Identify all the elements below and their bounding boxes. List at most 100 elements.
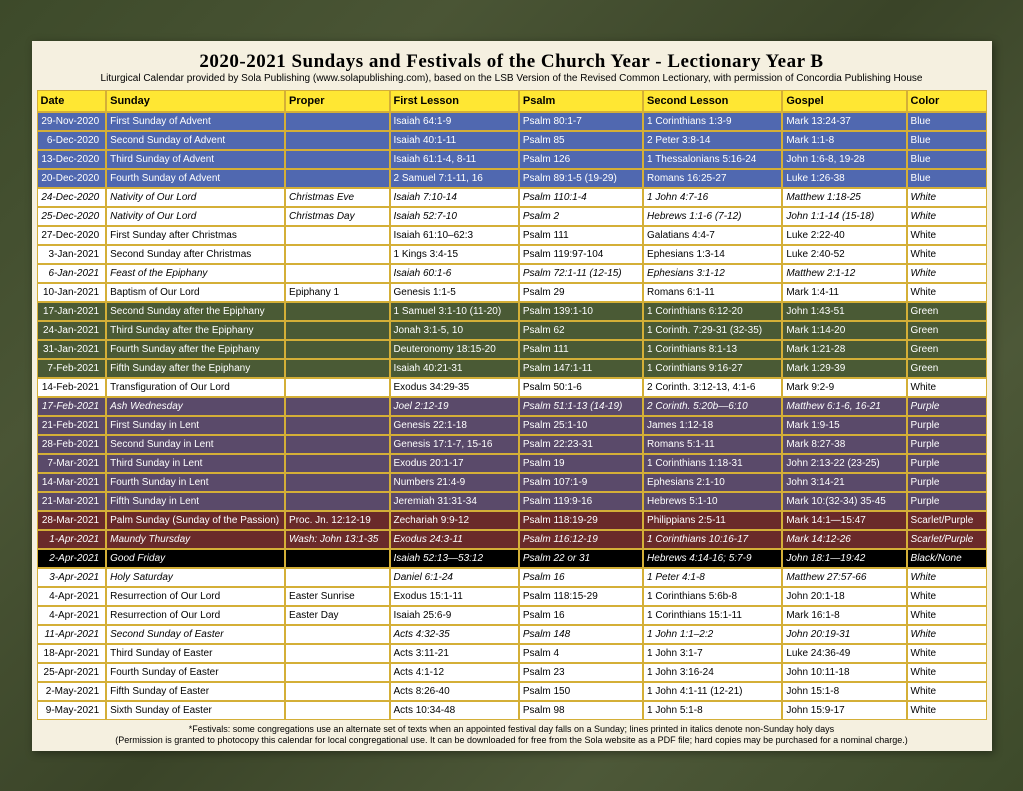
cell-gospel: John 2:13-22 (23-25) xyxy=(782,454,906,473)
cell-date: 2-May-2021 xyxy=(37,682,107,701)
header-second: Second Lesson xyxy=(643,90,782,112)
page-subtitle: Liturgical Calendar provided by Sola Pub… xyxy=(37,73,987,84)
cell-color: Purple xyxy=(907,454,987,473)
cell-color: White xyxy=(907,226,987,245)
cell-psalm: Psalm 89:1-5 (19-29) xyxy=(519,169,643,188)
cell-first: Exodus 34:29-35 xyxy=(390,378,519,397)
cell-second: Romans 5:1-11 xyxy=(643,435,782,454)
cell-gospel: Mark 9:2-9 xyxy=(782,378,906,397)
cell-gospel: Mark 1:21-28 xyxy=(782,340,906,359)
header-gospel: Gospel xyxy=(782,90,906,112)
table-row: 31-Jan-2021Fourth Sunday after the Epiph… xyxy=(37,340,987,359)
cell-color: Blue xyxy=(907,112,987,131)
cell-proper xyxy=(285,549,389,568)
cell-gospel: Mark 1:1-8 xyxy=(782,131,906,150)
cell-color: Blue xyxy=(907,169,987,188)
cell-psalm: Psalm 118:19-29 xyxy=(519,511,643,530)
cell-gospel: Matthew 6:1-6, 16-21 xyxy=(782,397,906,416)
cell-psalm: Psalm 19 xyxy=(519,454,643,473)
cell-date: 2-Apr-2021 xyxy=(37,549,107,568)
cell-sunday: Second Sunday in Lent xyxy=(106,435,285,454)
cell-color: Black/None xyxy=(907,549,987,568)
cell-color: White xyxy=(907,663,987,682)
cell-psalm: Psalm 119:97-104 xyxy=(519,245,643,264)
table-row: 14-Feb-2021Transfiguration of Our LordEx… xyxy=(37,378,987,397)
cell-date: 24-Jan-2021 xyxy=(37,321,107,340)
cell-date: 25-Apr-2021 xyxy=(37,663,107,682)
cell-first: Isaiah 40:1-11 xyxy=(390,131,519,150)
cell-gospel: Mark 14:1—15:47 xyxy=(782,511,906,530)
cell-date: 3-Jan-2021 xyxy=(37,245,107,264)
cell-date: 9-May-2021 xyxy=(37,701,107,720)
cell-proper: Proc. Jn. 12:12-19 xyxy=(285,511,389,530)
lectionary-page: 2020-2021 Sundays and Festivals of the C… xyxy=(32,41,992,751)
cell-color: White xyxy=(907,264,987,283)
table-row: 25-Apr-2021Fourth Sunday of EasterActs 4… xyxy=(37,663,987,682)
table-row: 6-Dec-2020Second Sunday of AdventIsaiah … xyxy=(37,131,987,150)
cell-color: Scarlet/Purple xyxy=(907,530,987,549)
cell-psalm: Psalm 98 xyxy=(519,701,643,720)
cell-sunday: Palm Sunday (Sunday of the Passion) xyxy=(106,511,285,530)
table-row: 17-Jan-2021Second Sunday after the Epiph… xyxy=(37,302,987,321)
cell-second: 1 Corinthians 5:6b-8 xyxy=(643,587,782,606)
cell-sunday: Holy Saturday xyxy=(106,568,285,587)
cell-gospel: John 1:1-14 (15-18) xyxy=(782,207,906,226)
cell-proper xyxy=(285,378,389,397)
cell-sunday: Resurrection of Our Lord xyxy=(106,587,285,606)
cell-psalm: Psalm 111 xyxy=(519,340,643,359)
cell-second: 1 John 1:1–2:2 xyxy=(643,625,782,644)
cell-date: 14-Feb-2021 xyxy=(37,378,107,397)
cell-gospel: Mark 10:(32-34) 35-45 xyxy=(782,492,906,511)
cell-first: Genesis 17:1-7, 15-16 xyxy=(390,435,519,454)
cell-color: Scarlet/Purple xyxy=(907,511,987,530)
cell-psalm: Psalm 16 xyxy=(519,606,643,625)
table-row: 29-Nov-2020First Sunday of AdventIsaiah … xyxy=(37,112,987,131)
table-row: 25-Dec-2020Nativity of Our LordChristmas… xyxy=(37,207,987,226)
cell-gospel: Mark 1:29-39 xyxy=(782,359,906,378)
cell-sunday: Second Sunday of Advent xyxy=(106,131,285,150)
cell-sunday: Third Sunday after the Epiphany xyxy=(106,321,285,340)
cell-first: Isaiah 61:10–62:3 xyxy=(390,226,519,245)
cell-color: White xyxy=(907,625,987,644)
cell-second: Ephesians 3:1-12 xyxy=(643,264,782,283)
cell-color: Green xyxy=(907,321,987,340)
cell-proper: Easter Day xyxy=(285,606,389,625)
cell-date: 4-Apr-2021 xyxy=(37,587,107,606)
cell-psalm: Psalm 110:1-4 xyxy=(519,188,643,207)
cell-gospel: Mark 16:1-8 xyxy=(782,606,906,625)
table-row: 2-May-2021Fifth Sunday of EasterActs 8:2… xyxy=(37,682,987,701)
cell-date: 28-Mar-2021 xyxy=(37,511,107,530)
cell-second: Ephesians 2:1-10 xyxy=(643,473,782,492)
cell-color: White xyxy=(907,568,987,587)
cell-gospel: John 18:1—19:42 xyxy=(782,549,906,568)
header-color: Color xyxy=(907,90,987,112)
cell-sunday: Sixth Sunday of Easter xyxy=(106,701,285,720)
cell-sunday: Fourth Sunday in Lent xyxy=(106,473,285,492)
cell-second: Philippians 2:5-11 xyxy=(643,511,782,530)
cell-psalm: Psalm 126 xyxy=(519,150,643,169)
cell-gospel: Mark 1:14-20 xyxy=(782,321,906,340)
cell-sunday: Fourth Sunday of Easter xyxy=(106,663,285,682)
cell-gospel: Mark 13:24-37 xyxy=(782,112,906,131)
cell-color: Blue xyxy=(907,150,987,169)
cell-date: 10-Jan-2021 xyxy=(37,283,107,302)
cell-date: 24-Dec-2020 xyxy=(37,188,107,207)
cell-second: Romans 16:25-27 xyxy=(643,169,782,188)
cell-sunday: Baptism of Our Lord xyxy=(106,283,285,302)
cell-date: 17-Feb-2021 xyxy=(37,397,107,416)
cell-psalm: Psalm 72:1-11 (12-15) xyxy=(519,264,643,283)
cell-second: 1 Corinthians 10:16-17 xyxy=(643,530,782,549)
cell-second: 1 John 3:16-24 xyxy=(643,663,782,682)
cell-proper xyxy=(285,264,389,283)
cell-date: 20-Dec-2020 xyxy=(37,169,107,188)
cell-date: 21-Feb-2021 xyxy=(37,416,107,435)
cell-first: Genesis 1:1-5 xyxy=(390,283,519,302)
cell-gospel: John 3:14-21 xyxy=(782,473,906,492)
cell-color: White xyxy=(907,283,987,302)
cell-gospel: Luke 2:22-40 xyxy=(782,226,906,245)
cell-gospel: Mark 1:4-11 xyxy=(782,283,906,302)
cell-sunday: Fifth Sunday of Easter xyxy=(106,682,285,701)
cell-second: 1 Corinthians 9:16-27 xyxy=(643,359,782,378)
cell-first: Isaiah 40:21-31 xyxy=(390,359,519,378)
cell-proper xyxy=(285,169,389,188)
